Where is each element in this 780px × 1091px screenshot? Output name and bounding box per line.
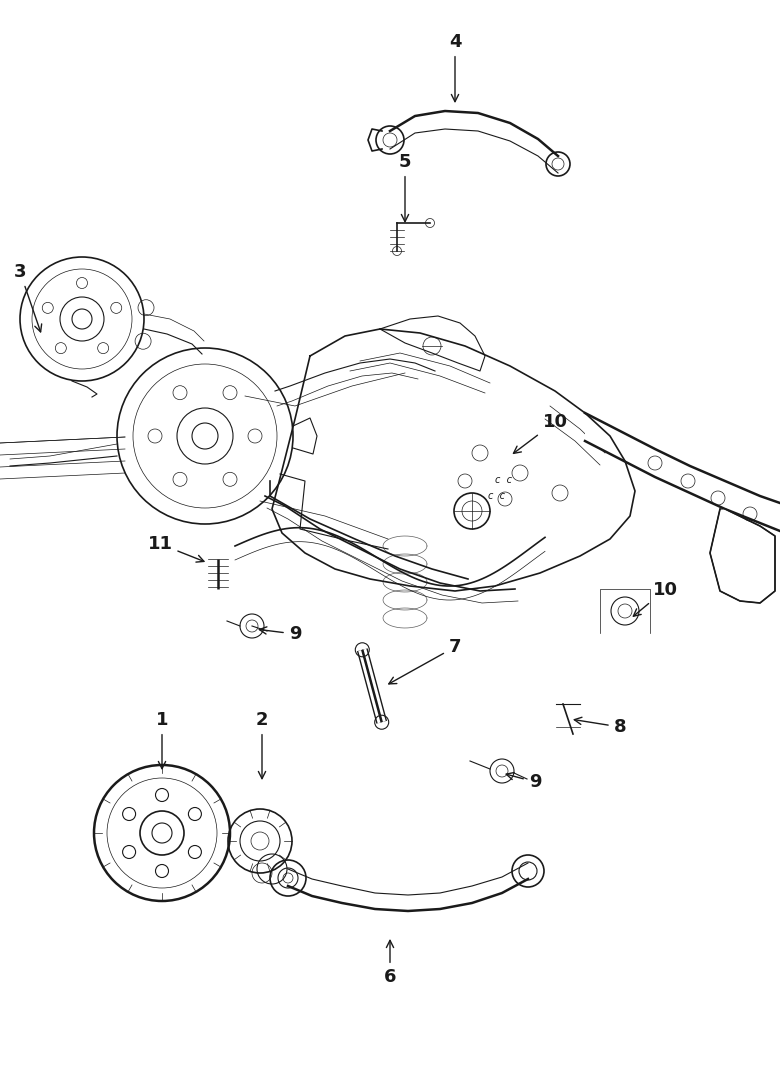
Text: 6: 6 (384, 940, 396, 986)
Text: 3: 3 (14, 263, 41, 332)
Text: 5: 5 (399, 153, 411, 221)
Text: c  c: c c (488, 491, 505, 501)
Text: 7: 7 (388, 638, 461, 684)
Polygon shape (585, 413, 780, 531)
Text: 8: 8 (574, 717, 626, 736)
Text: c  c: c c (495, 475, 512, 485)
Polygon shape (710, 509, 775, 603)
Text: 1: 1 (156, 711, 168, 769)
Text: 10: 10 (633, 582, 678, 616)
Text: 11: 11 (147, 535, 204, 562)
Text: 4: 4 (448, 33, 461, 101)
Text: 9: 9 (259, 625, 301, 643)
Text: 9: 9 (506, 772, 541, 791)
Text: 2: 2 (256, 711, 268, 779)
Text: 10: 10 (513, 413, 568, 454)
